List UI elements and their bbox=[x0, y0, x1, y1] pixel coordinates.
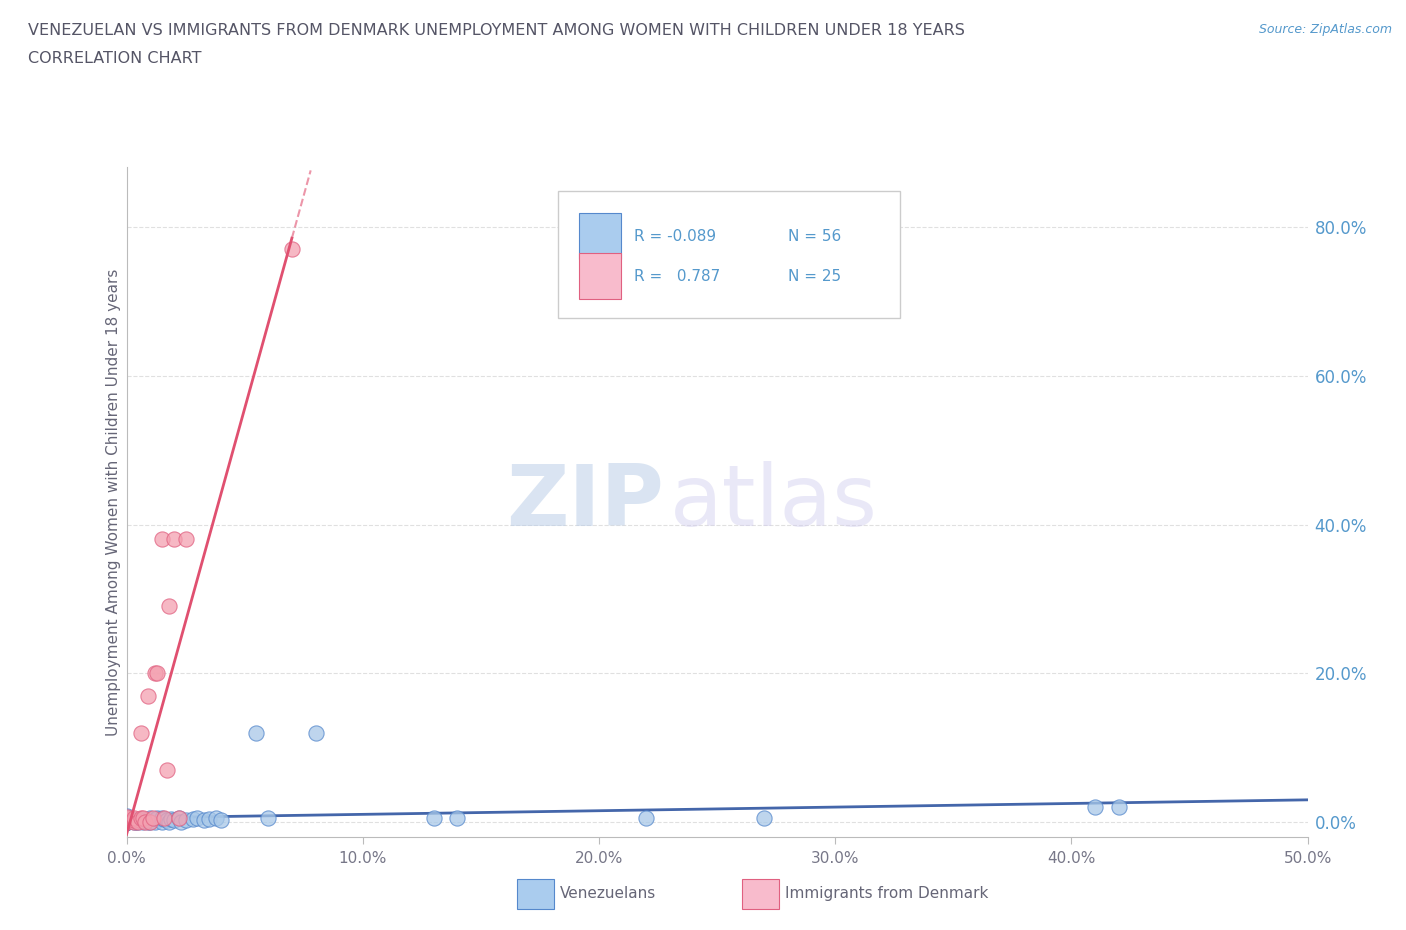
Point bbox=[115, 815, 138, 830]
Point bbox=[153, 811, 176, 826]
FancyBboxPatch shape bbox=[558, 191, 900, 318]
Point bbox=[157, 599, 180, 614]
Point bbox=[174, 813, 197, 828]
Point bbox=[136, 688, 159, 703]
Point bbox=[115, 815, 138, 830]
Point bbox=[129, 725, 152, 740]
Point bbox=[125, 815, 148, 830]
Point bbox=[174, 532, 197, 547]
Point bbox=[636, 811, 658, 826]
Point bbox=[115, 815, 138, 830]
Text: Source: ZipAtlas.com: Source: ZipAtlas.com bbox=[1258, 23, 1392, 36]
Point bbox=[122, 813, 145, 828]
Point bbox=[754, 811, 776, 826]
Point bbox=[186, 811, 208, 826]
Point bbox=[422, 811, 444, 826]
Point bbox=[141, 811, 163, 826]
Point bbox=[129, 811, 152, 826]
Point bbox=[115, 812, 138, 827]
Point bbox=[139, 813, 162, 828]
Point bbox=[163, 813, 186, 828]
Text: R =   0.787: R = 0.787 bbox=[634, 269, 721, 284]
Point bbox=[150, 815, 173, 830]
FancyBboxPatch shape bbox=[579, 253, 621, 299]
Point bbox=[132, 811, 155, 826]
Point bbox=[122, 815, 145, 830]
Text: CORRELATION CHART: CORRELATION CHART bbox=[28, 51, 201, 66]
Point bbox=[146, 666, 169, 681]
Point bbox=[139, 811, 162, 826]
Point bbox=[446, 811, 468, 826]
Point bbox=[134, 815, 156, 830]
Point bbox=[257, 811, 280, 826]
Point bbox=[193, 813, 215, 828]
Point bbox=[143, 666, 166, 681]
Point bbox=[1084, 800, 1107, 815]
FancyBboxPatch shape bbox=[579, 213, 621, 259]
Point bbox=[198, 812, 221, 827]
Point bbox=[127, 815, 149, 830]
Point bbox=[122, 813, 145, 828]
Point bbox=[115, 811, 138, 826]
Point bbox=[146, 812, 169, 827]
Point bbox=[153, 812, 176, 827]
Point bbox=[115, 815, 138, 830]
Text: ZIP: ZIP bbox=[506, 460, 664, 544]
Point bbox=[122, 811, 145, 826]
Text: VENEZUELAN VS IMMIGRANTS FROM DENMARK UNEMPLOYMENT AMONG WOMEN WITH CHILDREN UND: VENEZUELAN VS IMMIGRANTS FROM DENMARK UN… bbox=[28, 23, 965, 38]
Point bbox=[245, 725, 267, 740]
Point bbox=[115, 809, 138, 824]
Point bbox=[146, 810, 169, 825]
Point bbox=[139, 815, 162, 830]
Point bbox=[139, 815, 162, 830]
Point bbox=[156, 763, 179, 777]
Text: N = 25: N = 25 bbox=[787, 269, 841, 284]
Point bbox=[115, 815, 138, 830]
Point bbox=[156, 813, 179, 828]
Point bbox=[134, 813, 156, 828]
Point bbox=[163, 532, 186, 547]
Point bbox=[115, 815, 138, 830]
Text: atlas: atlas bbox=[669, 460, 877, 544]
Point bbox=[167, 811, 190, 826]
Point bbox=[150, 532, 173, 547]
Point bbox=[115, 815, 138, 830]
Point bbox=[167, 811, 190, 826]
Point bbox=[136, 815, 159, 830]
Point bbox=[115, 813, 138, 828]
Point bbox=[181, 812, 204, 827]
Text: R = -0.089: R = -0.089 bbox=[634, 229, 717, 244]
Point bbox=[127, 815, 149, 830]
Y-axis label: Unemployment Among Women with Children Under 18 years: Unemployment Among Women with Children U… bbox=[105, 269, 121, 736]
Point bbox=[127, 813, 149, 828]
Point bbox=[115, 809, 138, 824]
Point bbox=[209, 813, 232, 828]
Text: N = 56: N = 56 bbox=[787, 229, 841, 244]
Point bbox=[115, 809, 138, 824]
Point bbox=[132, 815, 155, 830]
Point bbox=[143, 815, 166, 830]
Point bbox=[132, 812, 155, 827]
Point bbox=[115, 811, 138, 826]
Point bbox=[170, 815, 193, 830]
Point bbox=[281, 242, 304, 257]
Point bbox=[304, 725, 326, 740]
Point bbox=[150, 811, 173, 826]
Point bbox=[115, 815, 138, 830]
Point bbox=[129, 812, 152, 827]
Point bbox=[160, 812, 183, 827]
Point bbox=[115, 813, 138, 828]
Point bbox=[205, 811, 228, 826]
Point bbox=[115, 815, 138, 830]
Point bbox=[122, 815, 145, 830]
Point bbox=[115, 810, 138, 825]
Text: Immigrants from Denmark: Immigrants from Denmark bbox=[785, 886, 988, 901]
Point bbox=[157, 815, 180, 830]
Text: Venezuelans: Venezuelans bbox=[560, 886, 655, 901]
Point bbox=[1108, 800, 1130, 815]
Point bbox=[115, 815, 138, 830]
